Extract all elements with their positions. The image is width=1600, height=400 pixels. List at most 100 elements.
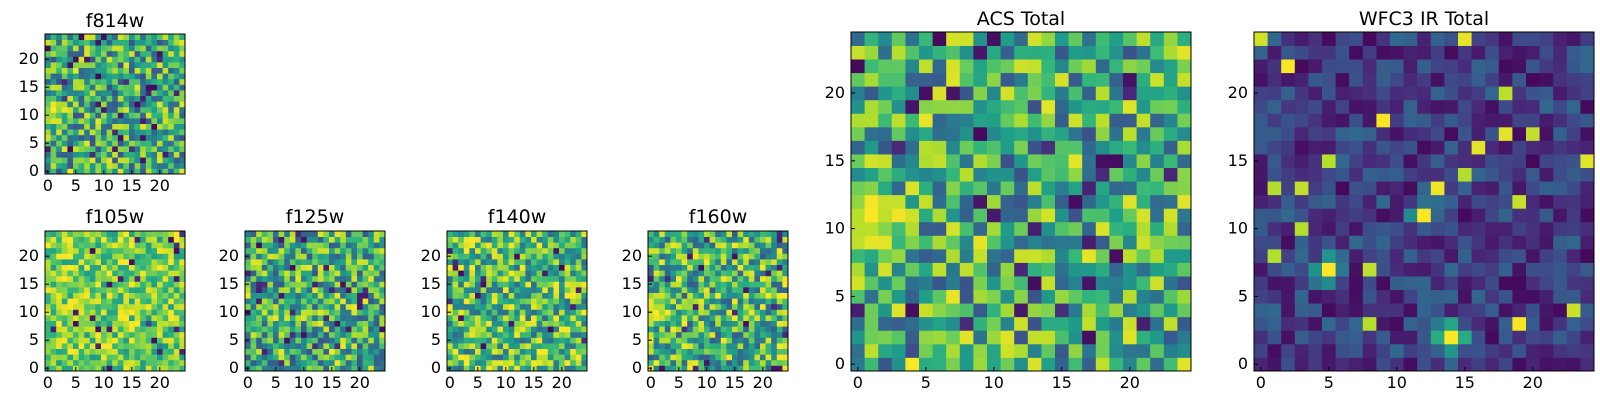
heatmap-cell xyxy=(151,73,158,80)
heatmap-cell xyxy=(273,331,279,338)
heatmap-cell xyxy=(295,292,302,299)
heatmap-cell xyxy=(78,236,85,243)
heatmap-cell xyxy=(140,140,147,147)
heatmap-cell xyxy=(864,45,879,60)
heatmap-cell xyxy=(1430,316,1445,331)
heatmap-cell xyxy=(123,287,130,293)
heatmap-cell xyxy=(1458,167,1472,182)
heatmap-cell xyxy=(145,315,152,321)
heatmap-cell xyxy=(1349,45,1364,60)
heatmap-cell xyxy=(1322,72,1336,87)
heatmap-cell xyxy=(112,247,119,254)
heatmap-cell xyxy=(301,231,307,237)
heatmap-cell xyxy=(157,34,163,40)
heatmap-cell xyxy=(45,129,51,136)
heatmap-cell xyxy=(379,315,386,321)
heatmap-cell xyxy=(519,247,526,254)
heatmap-cell xyxy=(851,140,865,155)
heatmap-cell xyxy=(50,45,57,52)
heatmap-cell xyxy=(84,90,91,96)
heatmap-cell xyxy=(179,62,186,68)
heatmap-cell xyxy=(760,231,766,237)
heatmap-cell xyxy=(905,316,920,331)
heatmap-cell xyxy=(720,242,727,249)
y-tick-label: 20 xyxy=(622,246,642,265)
heatmap-cell xyxy=(737,270,744,277)
heatmap-cell xyxy=(776,253,783,260)
heatmap-cell xyxy=(452,231,459,237)
heatmap-cell xyxy=(486,348,493,355)
heatmap-cell xyxy=(1444,113,1459,128)
heatmap-cell xyxy=(273,309,279,316)
heatmap-cell xyxy=(67,270,74,277)
heatmap-cell xyxy=(89,162,96,169)
heatmap-cell xyxy=(61,157,68,164)
heatmap-cell xyxy=(1526,99,1540,114)
heatmap-cell xyxy=(284,259,291,265)
heatmap-cell xyxy=(106,95,113,102)
heatmap-cell xyxy=(1376,72,1391,87)
heatmap-cell xyxy=(1417,235,1432,250)
heatmap-cell xyxy=(748,242,755,249)
heatmap-cell xyxy=(1362,59,1377,74)
heatmap-cell xyxy=(95,270,102,277)
heatmap-cell xyxy=(67,45,74,52)
heatmap-cell xyxy=(1000,59,1015,74)
heatmap-cell xyxy=(295,331,302,338)
heatmap-cell xyxy=(905,262,920,277)
heatmap-cell xyxy=(1390,154,1404,168)
heatmap-cell xyxy=(140,315,147,321)
heatmap-cell xyxy=(1485,343,1500,358)
heatmap-cell xyxy=(480,359,487,366)
heatmap-cell xyxy=(704,354,710,361)
heatmap-cell xyxy=(317,247,324,254)
heatmap-cell xyxy=(676,348,682,355)
heatmap-cell xyxy=(84,253,91,260)
heatmap-cell xyxy=(648,231,654,237)
heatmap-cell xyxy=(670,303,677,310)
heatmap-cell xyxy=(45,78,51,85)
heatmap-cell xyxy=(168,365,175,372)
heatmap-cell xyxy=(704,315,710,321)
heatmap-cell xyxy=(157,95,163,102)
heatmap-cell xyxy=(720,320,727,327)
heatmap-cell xyxy=(84,129,91,136)
heatmap-cell xyxy=(1417,154,1432,168)
heatmap-cell xyxy=(771,337,778,344)
heatmap-cell xyxy=(987,32,1001,46)
panel-title: f125w xyxy=(286,206,345,228)
heatmap-cell xyxy=(497,281,504,288)
heatmap-cell xyxy=(45,106,51,113)
heatmap-cell xyxy=(306,264,313,271)
heatmap-cell xyxy=(959,140,974,155)
heatmap-cell xyxy=(1055,330,1069,345)
heatmap-cell xyxy=(1349,99,1364,114)
heatmap-cell xyxy=(345,242,352,249)
heatmap-cell xyxy=(447,298,453,305)
heatmap-cell xyxy=(676,326,682,333)
heatmap-cell xyxy=(56,101,63,108)
heatmap-cell xyxy=(312,320,319,327)
heatmap-cell xyxy=(50,73,57,80)
heatmap-cell xyxy=(458,236,465,243)
heatmap-cell xyxy=(709,354,716,361)
heatmap-cell xyxy=(145,39,152,46)
heatmap-cell xyxy=(1308,99,1323,114)
heatmap-cell xyxy=(145,298,152,305)
heatmap-cell xyxy=(61,101,68,108)
heatmap-cell xyxy=(278,253,285,260)
heatmap-cell xyxy=(129,73,135,80)
heatmap-cell xyxy=(715,354,722,361)
heatmap-cell xyxy=(345,331,352,338)
heatmap-cell xyxy=(1177,59,1192,74)
heatmap-cell xyxy=(129,253,135,260)
heatmap-cell xyxy=(151,62,158,68)
heatmap-cell xyxy=(452,242,459,249)
y-tick-label: 5 xyxy=(835,286,845,305)
heatmap-cell xyxy=(129,242,135,249)
heatmap-cell xyxy=(1082,221,1097,236)
heatmap-cell xyxy=(1068,45,1083,60)
heatmap-cell xyxy=(112,106,119,113)
heatmap-cell xyxy=(89,50,96,57)
heatmap-cell xyxy=(345,287,352,293)
